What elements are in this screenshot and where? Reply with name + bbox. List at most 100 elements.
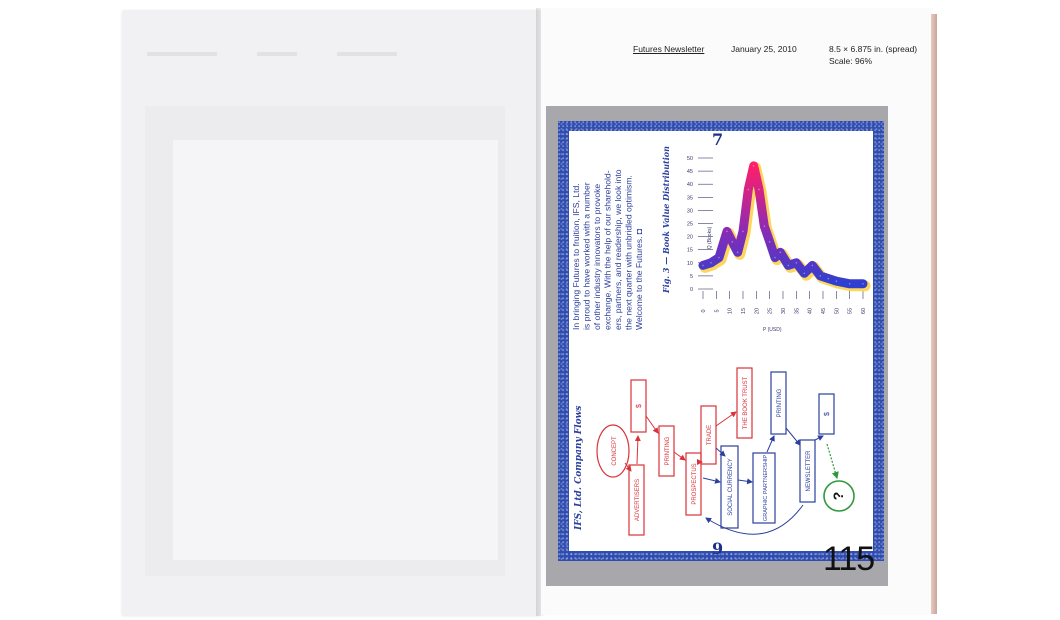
flow-node-dollar-red (630, 379, 647, 433)
flow-arrow-green (826, 443, 839, 480)
flow-node-label: TRADE (707, 425, 713, 445)
y-tick-label: 25 (687, 222, 693, 228)
data-point (710, 262, 712, 264)
flow-arrow (715, 447, 726, 457)
data-point (803, 272, 806, 275)
y-axis-label: Q (Books) (707, 226, 713, 249)
page-scale: Scale: 96% (829, 56, 872, 66)
flow-node-question (823, 480, 855, 512)
data-point (768, 241, 771, 243)
intro-line: is proud to have worked with a number (582, 182, 592, 330)
intro-paragraph: In bringing Futures to fruition, IFS, Lt… (571, 169, 644, 330)
page-size: 8.5 × 6.875 in. (spread) (829, 44, 918, 54)
data-point (819, 275, 822, 277)
left-page-ghost-text-area (173, 140, 498, 560)
data-point (787, 264, 790, 267)
flow-node-social-currency (720, 445, 739, 529)
data-point (718, 256, 720, 259)
data-point (862, 282, 864, 285)
issue-date: January 25, 2010 (731, 44, 797, 54)
left-page-ghost-header (147, 48, 467, 62)
data-point (747, 188, 750, 191)
flow-arrow (634, 435, 641, 465)
data-point (726, 230, 728, 233)
left-page (123, 10, 541, 615)
book-value-chart: 0 5 10 15 20 25 30 35 40 45 50 0 5 10 15 20 25 30 35 40 45 50… (687, 156, 871, 333)
y-tick-label: 10 (687, 261, 693, 267)
flow-arrow (715, 411, 737, 427)
data-point (774, 256, 776, 259)
flow-node-label: GRAPHIC PARTNERSHIP (763, 455, 769, 522)
flow-node-label: THE BOOK TRUST (743, 376, 749, 429)
flow-arrow (766, 435, 775, 453)
flow-arrow-curved (705, 504, 804, 535)
data-point (752, 165, 755, 167)
page-number: 115 (823, 540, 875, 578)
flow-node-graphic-partnership (752, 452, 776, 524)
flow-arrow (785, 427, 801, 446)
data-point (742, 230, 744, 233)
flow-arrow (737, 478, 753, 485)
chart-title: Fig. 3 — Book Value Distribution (661, 146, 671, 294)
y-tick-label: 30 (687, 208, 693, 214)
y-tick-label: 15 (687, 248, 693, 254)
data-point (763, 225, 766, 227)
x-tick-label: 30 (781, 308, 787, 314)
y-tick-label: 45 (687, 169, 693, 175)
flow-title: IFS, Ltd. Company Flows (574, 406, 584, 531)
x-tick-label: 45 (821, 308, 827, 314)
flow-node-trade (700, 405, 717, 465)
x-tick-label: 60 (861, 308, 867, 314)
plate-content: In bringing Futures to fruition, IFS, Lt… (571, 146, 871, 536)
x-tick-label: 5 (714, 309, 720, 312)
flow-node-label: SOCIAL CURRENCY (728, 458, 734, 515)
flow-node-label: ADVERTISERS (635, 479, 641, 521)
flow-node-label: NEWSLETTER (806, 450, 812, 492)
company-flow-diagram: CONCEPT $ ADVERTISERS PRINTING PROSPECTU… (596, 367, 855, 536)
flow-node-label: ? (830, 492, 846, 501)
y-tick-label: 5 (690, 274, 693, 280)
series-line (698, 161, 868, 289)
flow-node-book-trust (736, 367, 753, 439)
page-edge (931, 14, 937, 614)
data-point (848, 282, 851, 285)
y-tick-label: 50 (687, 156, 693, 162)
flow-node-label: PRINTING (777, 388, 783, 417)
x-tick-label: 15 (741, 308, 747, 314)
x-tick-label: 20 (754, 308, 760, 314)
data-point (702, 264, 704, 267)
x-tick-label: 0 (701, 309, 707, 312)
x-tick-label: 25 (768, 308, 774, 314)
x-tick-label: 50 (834, 308, 840, 314)
flow-arrow (645, 415, 659, 434)
data-point (795, 262, 798, 264)
data-point (827, 277, 830, 280)
intro-line: exchange. With the help of our sharehold… (603, 170, 613, 330)
x-tick-label: 10 (728, 308, 734, 314)
intro-line: In bringing Futures to fruition, IFS, Lt… (571, 183, 581, 330)
y-tick-label: 40 (687, 182, 693, 188)
y-tick-label: 20 (687, 235, 693, 241)
flow-node-printing-red (658, 425, 675, 477)
flow-node-newsletter (799, 439, 816, 503)
flow-node-label: PRINTING (665, 436, 671, 465)
x-axis-label: P (USD) (763, 327, 782, 333)
y-tick-label: 0 (690, 287, 693, 293)
data-point (811, 264, 814, 267)
flow-arrow (814, 435, 824, 441)
flow-node-label: $ (636, 404, 643, 408)
data-point (835, 280, 838, 282)
flow-arrow (673, 451, 686, 461)
folio-top: 7 (712, 130, 724, 149)
x-tick-label: 40 (808, 308, 814, 314)
x-tick-label: 35 (794, 308, 800, 314)
folio-bottom: 9 (712, 539, 724, 558)
flow-node-prospectus (685, 452, 702, 516)
right-page: Futures Newsletter January 25, 2010 8.5 … (541, 8, 933, 615)
x-tick-label: 55 (848, 308, 854, 314)
intro-line: Welcome to the Futures. ◘ (634, 229, 644, 330)
flow-arrow (624, 462, 632, 472)
flow-arrow (702, 477, 721, 484)
y-tick-label: 35 (687, 195, 693, 201)
flow-node-label: $ (824, 412, 831, 416)
